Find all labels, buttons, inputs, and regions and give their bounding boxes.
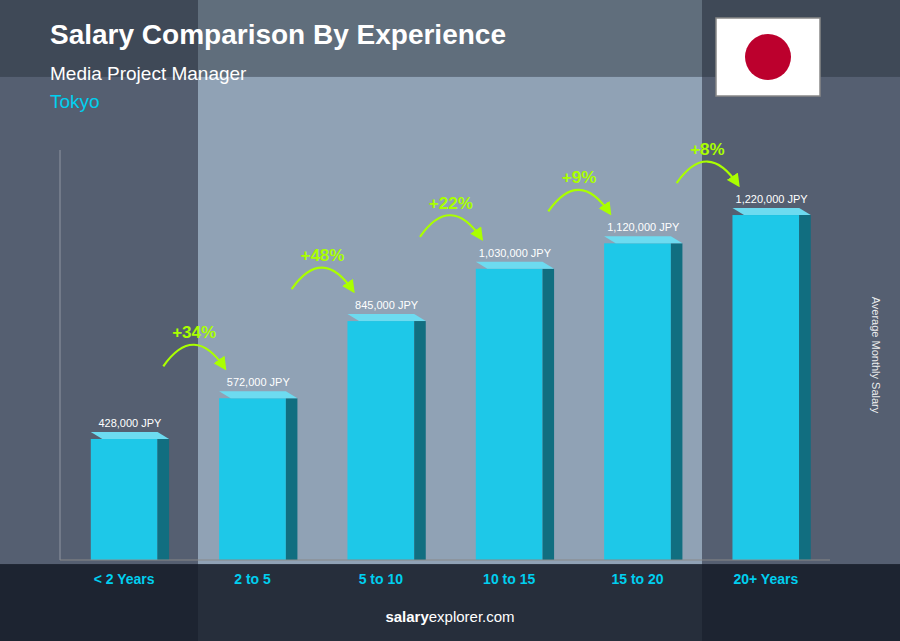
x-axis-line [60, 560, 830, 561]
y-axis-line [60, 150, 61, 560]
bg-mid [198, 0, 702, 641]
background [0, 0, 900, 641]
chart: Salary Comparison By Experience Media Pro… [0, 0, 900, 641]
bg-right [702, 0, 900, 641]
bar [91, 439, 158, 560]
bg-left [0, 0, 198, 641]
bg-base [0, 0, 900, 641]
bar [347, 321, 414, 560]
x-tick-label: 10 to 15 [483, 571, 535, 587]
bar-side [671, 243, 683, 560]
data-label: 428,000 JPY [98, 417, 162, 429]
bar [604, 243, 671, 560]
bar-side [543, 269, 555, 560]
growth-arrow [163, 345, 225, 369]
bar-group [219, 391, 297, 560]
x-tick-label: 15 to 20 [611, 571, 663, 587]
bg-bottom [0, 564, 900, 641]
growth-label: +8% [690, 140, 725, 159]
footer-normal: explorer.com [429, 608, 515, 625]
bar-top [732, 208, 810, 215]
growth-label: +48% [300, 246, 344, 265]
bar-top [476, 262, 554, 269]
growth-label: +22% [429, 194, 473, 213]
bar-group [347, 314, 425, 560]
x-tick-label: 5 to 10 [359, 571, 404, 587]
data-label: 1,030,000 JPY [479, 247, 552, 259]
bar-top [347, 314, 425, 321]
bar-top [91, 432, 169, 439]
x-tick-label: < 2 Years [94, 571, 155, 587]
bar-top [604, 236, 682, 243]
bar [732, 215, 799, 560]
subtitle: Tokyo [50, 91, 100, 112]
bar [219, 398, 286, 560]
bar-side [799, 215, 811, 560]
footer-bold: salary [385, 608, 429, 625]
title: Salary Comparison By Experience [50, 19, 506, 50]
annotations: +34% +48% +22% +9% +8% [163, 140, 738, 368]
bar-side [158, 439, 170, 560]
growth-label: +9% [562, 168, 597, 187]
footer: salaryexplorer.com [385, 608, 514, 625]
x-tick-label: 2 to 5 [234, 571, 271, 587]
bar-group [91, 432, 169, 560]
growth-arrow [548, 190, 610, 214]
subtitle: Media Project Manager [50, 63, 247, 84]
bar-group [476, 262, 554, 560]
flag-disc [745, 34, 791, 80]
data-label: 1,120,000 JPY [607, 221, 680, 233]
x-tick-label: 20+ Years [733, 571, 798, 587]
bar-group [732, 208, 810, 560]
growth-arrow [677, 162, 739, 186]
growth-arrow [292, 268, 354, 292]
bar-top [219, 391, 297, 398]
bar-group [604, 236, 682, 560]
bar-side [286, 398, 298, 560]
growth-arrow [420, 215, 482, 239]
bar [476, 269, 543, 560]
y-axis-label: Average Monthly Salary [870, 297, 882, 414]
data-label: 572,000 JPY [227, 376, 291, 388]
flag [716, 18, 820, 96]
bar-side [414, 321, 426, 560]
growth-label: +34% [172, 323, 216, 342]
flag-field [716, 18, 820, 96]
data-label: 845,000 JPY [355, 299, 419, 311]
data-label: 1,220,000 JPY [736, 193, 809, 205]
bars [91, 208, 811, 560]
